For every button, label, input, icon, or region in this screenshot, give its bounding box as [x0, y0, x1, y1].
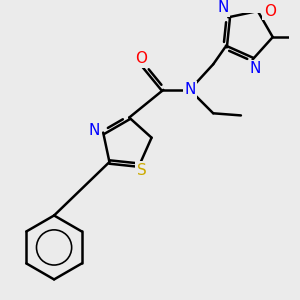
- Text: O: O: [264, 4, 276, 19]
- Text: S: S: [136, 163, 146, 178]
- Text: O: O: [135, 51, 147, 66]
- Text: N: N: [249, 61, 260, 76]
- Text: N: N: [88, 123, 100, 138]
- Text: N: N: [218, 0, 229, 15]
- Text: N: N: [184, 82, 196, 97]
